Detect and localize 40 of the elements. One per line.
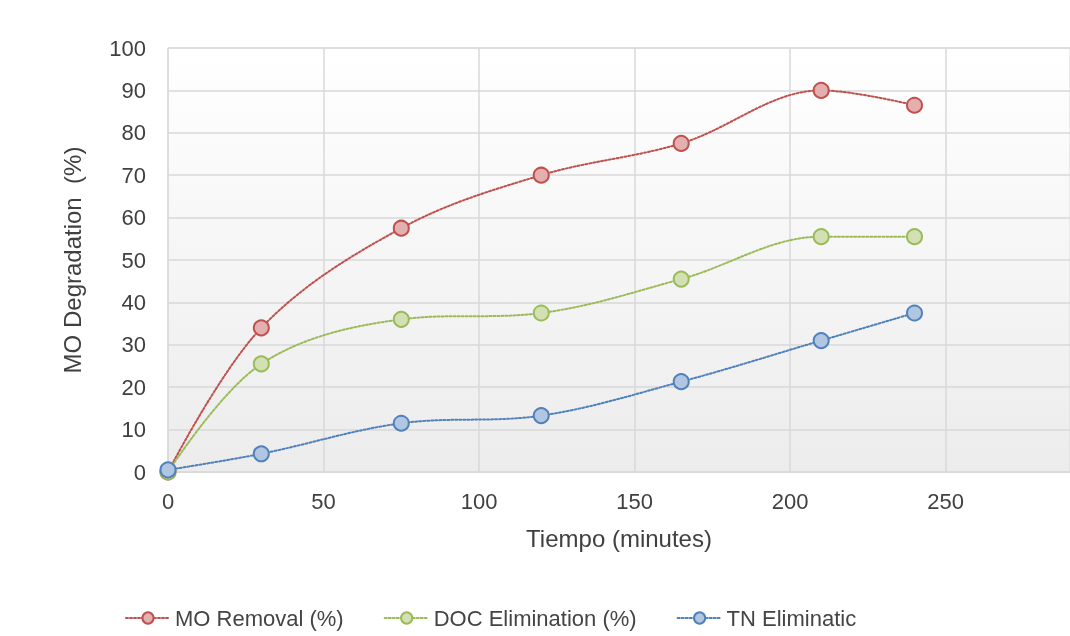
point [672, 270, 690, 288]
point [252, 355, 270, 373]
legend-label: TN Eliminatic [726, 605, 857, 631]
x-tick-label: 100 [460, 488, 498, 514]
y-tick-label: 80 [121, 120, 146, 146]
point [672, 134, 690, 152]
y-axis-title: MO Degradation (%) [58, 146, 86, 374]
y-tick-label: 30 [121, 332, 146, 358]
point [532, 407, 550, 425]
x-tick-label: 0 [161, 488, 175, 514]
y-tick-label: 20 [121, 374, 146, 400]
point [392, 219, 410, 237]
y-tick-label: 10 [121, 417, 146, 443]
point [532, 304, 550, 322]
legend-label: DOC Elimination (%) [433, 605, 637, 631]
y-tick-label: 50 [121, 247, 146, 273]
point [392, 414, 410, 432]
x-tick-label: 50 [311, 488, 336, 514]
legend-label: MO Removal (%) [175, 605, 344, 631]
point [906, 228, 923, 246]
point [812, 81, 830, 99]
point [812, 228, 830, 246]
point [672, 373, 690, 391]
y-tick-label: 0 [133, 459, 146, 485]
y-tick-label: 40 [121, 289, 146, 315]
x-tick-label: 150 [616, 488, 653, 514]
x-tick-label: 250 [927, 488, 964, 514]
y-tick-label: 100 [109, 35, 146, 61]
x-tick-label: 200 [771, 488, 809, 514]
point [906, 96, 923, 114]
y-tick-label: 90 [121, 77, 146, 103]
point [906, 304, 923, 322]
point [252, 319, 270, 337]
point [392, 310, 410, 328]
y-tick-label: 70 [121, 162, 146, 188]
x-axis-title: Tiempo (minutes) [526, 524, 712, 552]
point [252, 445, 270, 463]
point [532, 166, 550, 184]
y-tick-label: 60 [121, 205, 146, 231]
point [812, 332, 830, 350]
